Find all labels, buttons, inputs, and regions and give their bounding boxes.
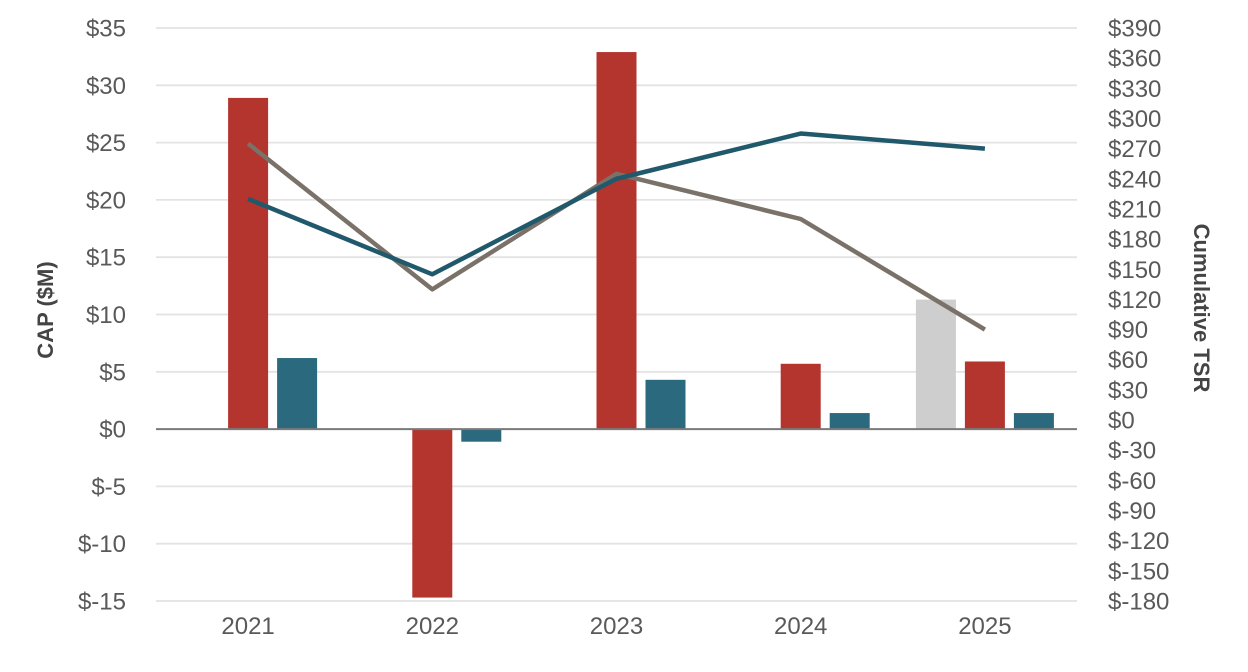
right-axis-tick: $360 [1108, 46, 1161, 73]
bar-red-bar-2024 [780, 363, 821, 430]
x-axis-label: 2025 [958, 613, 1011, 640]
right-axis-tick: $-180 [1108, 589, 1169, 616]
left-axis-tick: $20 [86, 187, 126, 214]
right-axis-tick: $300 [1108, 106, 1161, 133]
teal-line [247, 131, 986, 277]
left-axis-tick: $-15 [78, 589, 126, 616]
right-axis-tick: $-30 [1108, 438, 1156, 465]
left-axis-tick: $0 [99, 417, 126, 444]
right-axis-tick: $240 [1108, 166, 1161, 193]
x-axis-label: 2021 [221, 613, 274, 640]
left-axis-tick: $-5 [91, 474, 126, 501]
right-axis-tick: $180 [1108, 227, 1161, 254]
bar-red-bar-2023 [596, 52, 637, 430]
bar-red-bar-2025 [964, 361, 1005, 430]
gray-line [246, 141, 987, 332]
bar-red-bar-2021 [228, 97, 269, 430]
right-axis-tick: $330 [1108, 76, 1161, 103]
x-axis-label: 2022 [406, 613, 459, 640]
right-axis-tick: $60 [1108, 347, 1148, 374]
right-axis-tick: $-90 [1108, 498, 1156, 525]
bar-teal-bar-2022 [461, 429, 502, 442]
left-axis-tick: $25 [86, 130, 126, 157]
bar-teal-bar-2024 [829, 413, 870, 430]
right-axis-tick: $-120 [1108, 528, 1169, 555]
right-axis-tick: $210 [1108, 196, 1161, 223]
bar-teal-bar-2021 [277, 358, 318, 430]
right-axis-tick: $120 [1108, 287, 1161, 314]
right-axis-tick: $270 [1108, 136, 1161, 163]
bar-red-bar-2022 [412, 429, 453, 598]
bar-teal-bar-2023 [645, 379, 686, 430]
right-axis-tick: $390 [1108, 16, 1161, 43]
bar-silver-bar-2025 [915, 299, 956, 430]
left-axis-tick: $35 [86, 16, 126, 43]
bar-teal-bar-2025 [1013, 413, 1054, 430]
right-axis-tick: $-60 [1108, 468, 1156, 495]
left-axis-tick: $10 [86, 302, 126, 329]
x-axis-label: 2024 [774, 613, 827, 640]
right-axis-tick: $-150 [1108, 558, 1169, 585]
left-axis-tick: $30 [86, 73, 126, 100]
right-axis-tick: $90 [1108, 317, 1148, 344]
left-axis-tick: $15 [86, 245, 126, 272]
right-axis-tick: $150 [1108, 257, 1161, 284]
right-axis-tick: $0 [1108, 408, 1135, 435]
left-axis-tick: $-10 [78, 531, 126, 558]
right-axis-tick: $30 [1108, 377, 1148, 404]
x-axis-label: 2023 [590, 613, 643, 640]
left-axis-tick: $5 [99, 359, 126, 386]
